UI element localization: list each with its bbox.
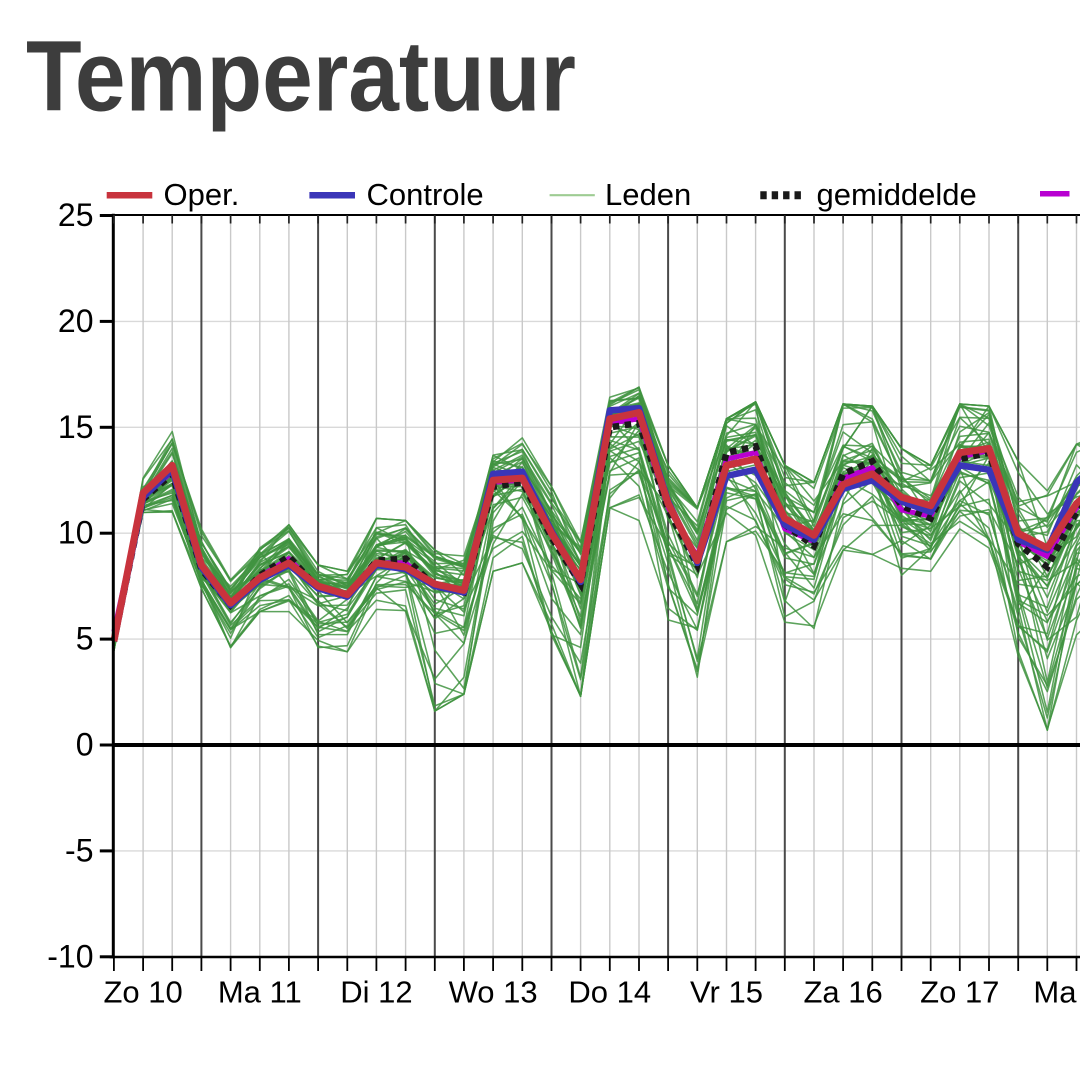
svg-text:Leden: Leden: [605, 177, 691, 212]
svg-text:Oper.: Oper.: [164, 177, 240, 212]
svg-text:Zo 17: Zo 17: [920, 975, 999, 1010]
svg-text:25: 25: [58, 197, 94, 233]
svg-text:Vr 15: Vr 15: [690, 975, 763, 1010]
svg-text:Za 16: Za 16: [803, 975, 882, 1010]
svg-text:Wo 13: Wo 13: [449, 975, 538, 1010]
svg-text:20: 20: [58, 303, 94, 339]
svg-text:gemiddelde: gemiddelde: [817, 177, 977, 212]
svg-text:Controle: Controle: [367, 177, 484, 212]
svg-text:Do 14: Do 14: [568, 975, 651, 1010]
svg-text:0: 0: [76, 727, 94, 763]
svg-text:-10: -10: [47, 938, 93, 974]
svg-text:Ma 11: Ma 11: [218, 975, 302, 1010]
svg-text:Ma 18: Ma 18: [1033, 975, 1080, 1010]
svg-text:Temperatuur: Temperatuur: [26, 21, 576, 133]
svg-text:Di 12: Di 12: [340, 975, 412, 1010]
svg-text:5: 5: [76, 621, 94, 657]
svg-text:-5: -5: [65, 832, 93, 868]
svg-text:Zo 10: Zo 10: [103, 975, 182, 1010]
svg-text:15: 15: [58, 409, 94, 445]
svg-text:10: 10: [58, 515, 94, 551]
